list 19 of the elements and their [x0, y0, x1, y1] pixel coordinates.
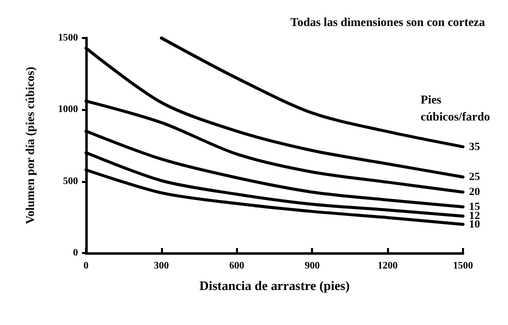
x-tick-label: 900: [304, 260, 320, 272]
legend-title: Pies cúbicos/fardo: [420, 92, 490, 124]
series-label: 10: [469, 218, 480, 230]
x-tick-label: 300: [154, 260, 169, 272]
series-label: 15: [469, 200, 480, 213]
x-axis-title: Distancia de arrastre (pies): [199, 278, 350, 293]
series-label: 20: [469, 186, 480, 198]
x-tick-label: 0: [84, 260, 88, 272]
series-label: 35: [469, 140, 480, 153]
y-tick-label: 500: [63, 176, 78, 187]
x-tick-label: 600: [229, 260, 244, 272]
x-tick-label: 1200: [378, 260, 398, 272]
series-label: 25: [469, 171, 480, 184]
text: Todas las dimensiones son con corteza: [290, 15, 486, 29]
y-tick-label: 1000: [58, 104, 78, 116]
y-axis-title: Volumen por día (pies cúbicos): [23, 66, 37, 224]
x-tick-label: 1500: [453, 260, 473, 272]
y-tick-label: 1500: [58, 32, 78, 44]
y-tick-label: 0: [73, 248, 78, 258]
